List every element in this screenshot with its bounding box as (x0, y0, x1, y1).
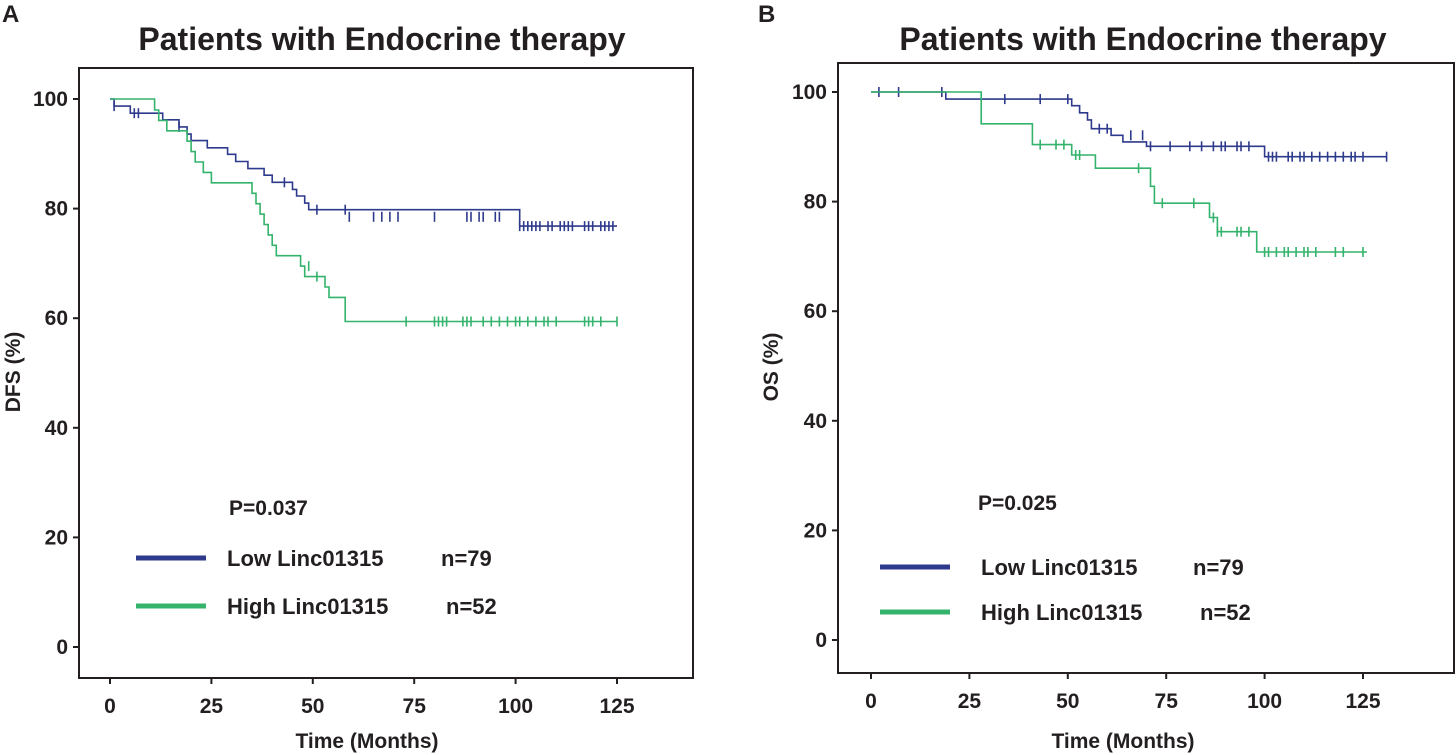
panel-a-frame (78, 67, 694, 679)
panel-a-x-ticks: 0 25 50 75 100 125 (104, 678, 635, 718)
panel-b-p-value: P=0.025 (978, 492, 1057, 515)
km-curve-high (871, 91, 1367, 253)
panel-a-series (110, 98, 618, 327)
panel-a-y-axis-label: DFS (%) (2, 332, 25, 413)
panel-b-legend-label-high: High Linc01315 (981, 600, 1142, 625)
panel-a-p-value: P=0.037 (229, 497, 308, 520)
km-curve-low (871, 91, 1387, 158)
panel-b-title: Patients with Endocrine therapy (899, 21, 1386, 57)
x-tick-label: 0 (104, 695, 116, 718)
panel-b-legend-label-low: Low Linc01315 (981, 555, 1138, 580)
panel-b-legend: Low Linc01315 n=79 High Linc01315 n=52 (880, 555, 1251, 625)
y-tick-label: 60 (45, 307, 68, 330)
y-tick-label: 60 (804, 300, 827, 323)
panel-b-x-axis-label: Time (Months) (1051, 730, 1194, 753)
y-tick-label: 80 (45, 198, 68, 221)
panel-b-y-axis-label: OS (%) (760, 333, 783, 402)
panel-a-title: Patients with Endocrine therapy (138, 21, 625, 57)
panel-b-letter: B (758, 1, 775, 28)
panel-a-legend-n-low: n=79 (441, 546, 492, 571)
x-tick-label: 25 (200, 695, 224, 718)
panel-a-legend-label-low: Low Linc01315 (227, 546, 384, 571)
y-tick-label: 100 (792, 81, 827, 104)
y-tick-label: 100 (33, 88, 68, 111)
panel-a-x-axis-label: Time (Months) (295, 730, 438, 753)
panel-a-y-ticks: 0 20 40 60 80 100 (33, 88, 79, 659)
y-tick-label: 80 (804, 191, 827, 214)
x-tick-label: 25 (958, 690, 982, 713)
x-tick-label: 0 (865, 690, 877, 713)
x-tick-label: 125 (599, 695, 634, 718)
panel-b-legend-n-high: n=52 (1200, 600, 1251, 625)
y-tick-label: 0 (815, 629, 827, 652)
km-curve-high (110, 98, 617, 323)
x-tick-label: 75 (403, 695, 427, 718)
y-tick-label: 0 (56, 636, 68, 659)
x-tick-label: 75 (1155, 690, 1179, 713)
panel-a-legend-n-high: n=52 (446, 594, 497, 619)
panel-a-letter: A (2, 1, 19, 28)
x-tick-label: 125 (1345, 690, 1380, 713)
panel-b-x-ticks: 0 25 50 75 100 125 (865, 673, 1381, 713)
panel-b-legend-n-low: n=79 (1193, 555, 1244, 580)
y-tick-label: 40 (804, 410, 827, 433)
y-tick-label: 20 (45, 526, 68, 549)
km-curve-low (110, 98, 617, 227)
x-tick-label: 100 (498, 695, 533, 718)
y-tick-label: 20 (804, 519, 827, 542)
panel-b-series (871, 87, 1388, 257)
panel-b: B Patients with Endocrine therapy 0 20 40 6… (758, 1, 1455, 753)
panel-a: A Patients with Endocrine therapy 0 20 40 6… (2, 1, 694, 753)
x-tick-label: 100 (1247, 690, 1282, 713)
panel-a-legend-label-high: High Linc01315 (227, 594, 388, 619)
panel-a-legend: Low Linc01315 n=79 High Linc01315 n=52 (136, 546, 497, 619)
x-tick-label: 50 (1056, 690, 1079, 713)
x-tick-label: 50 (301, 695, 324, 718)
panel-b-frame (837, 62, 1455, 674)
panel-b-y-ticks: 0 20 40 60 80 100 (792, 81, 838, 652)
y-tick-label: 40 (45, 417, 68, 440)
